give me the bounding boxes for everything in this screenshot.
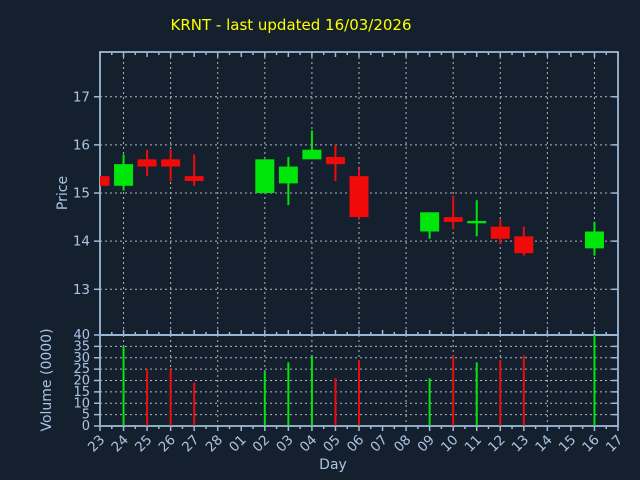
candle-body: [584, 231, 604, 249]
x-tick-label: 12: [485, 432, 508, 455]
candle-body: [514, 236, 534, 254]
x-tick-label: 26: [155, 432, 178, 455]
candle-body: [349, 176, 369, 218]
candle-body: [467, 220, 487, 224]
grid-layer: [100, 52, 618, 426]
x-tick-label: 16: [579, 432, 602, 455]
candle-day-05: [325, 144, 345, 181]
x-tick-label: 03: [273, 432, 296, 455]
x-tick-label: 10: [438, 432, 461, 455]
candle-body: [490, 226, 510, 239]
x-tick-label: 24: [108, 432, 131, 455]
x-tick-label: 07: [367, 432, 390, 455]
volume-tick-label: 15: [73, 385, 90, 400]
candle-body: [325, 156, 345, 165]
candle-body: [278, 166, 298, 184]
x-tick-label: 04: [297, 432, 320, 455]
x-tick-label: 27: [179, 432, 202, 455]
volume-tick-label: 10: [73, 396, 90, 411]
candle-day-16: [584, 221, 604, 256]
x-tick-label: 28: [203, 432, 226, 455]
volume-tick-label: 35: [73, 339, 90, 354]
candle-day-11: [467, 200, 487, 237]
candle-body: [443, 217, 463, 222]
candle-body: [184, 176, 204, 181]
volume-tick-label: 0: [82, 419, 90, 434]
candle-day-23: [100, 176, 110, 186]
price-tick-label: 13: [73, 282, 90, 298]
price-tick-label: 17: [73, 89, 90, 105]
x-tick-label: 06: [344, 432, 367, 455]
x-tick-label: 13: [509, 432, 532, 455]
volume-axis-title: Volume (0000): [39, 328, 55, 432]
x-tick-label: 15: [556, 432, 579, 455]
candle-day-03: [278, 156, 298, 206]
x-tick-label: 02: [250, 432, 273, 455]
candle-body: [420, 212, 440, 232]
volume-tick-label: 20: [73, 374, 90, 389]
candle-day-13: [514, 226, 534, 256]
candle-body: [302, 149, 322, 160]
x-axis-title: Day: [319, 457, 347, 473]
candle-day-06: [349, 168, 369, 220]
x-tick-label: 25: [132, 432, 155, 455]
volume-layer: [122, 335, 596, 426]
x-tick-label: 14: [532, 432, 555, 455]
chart-title: KRNT - last updated 16/03/2026: [170, 16, 412, 34]
volume-tick-label: 25: [73, 362, 90, 377]
candle-body: [161, 159, 181, 167]
x-tick-label: 05: [320, 432, 343, 455]
candle-body: [255, 159, 275, 194]
volume-tick-label: 5: [82, 408, 90, 423]
x-tick-label: 08: [391, 432, 414, 455]
price-axis-title: Price: [55, 175, 71, 211]
x-tick-label: 01: [226, 432, 249, 455]
candle-day-12: [490, 219, 510, 244]
price-tick-label: 14: [73, 234, 90, 250]
volume-tick-label: 40: [73, 328, 90, 343]
candles-layer: [100, 130, 604, 256]
candle-day-25: [137, 149, 157, 177]
candle-body: [100, 176, 110, 186]
candle-day-24: [114, 154, 134, 191]
candle-day-04: [302, 130, 322, 160]
candle-body: [114, 164, 134, 186]
candle-day-02: [255, 159, 275, 194]
candle-day-09: [420, 212, 440, 239]
candle-day-10: [443, 195, 463, 230]
x-tick-label: 17: [603, 432, 626, 455]
x-tick-label: 09: [414, 432, 437, 455]
tick-layer: [94, 52, 619, 431]
x-tick-label: 23: [85, 432, 108, 455]
x-tick-label: 11: [462, 432, 485, 455]
volume-tick-label: 30: [73, 351, 90, 366]
candle-day-27: [184, 154, 204, 186]
price-tick-label: 16: [73, 137, 90, 153]
candle-day-26: [161, 149, 181, 181]
candle-body: [137, 159, 157, 167]
price-tick-label: 15: [73, 186, 90, 202]
